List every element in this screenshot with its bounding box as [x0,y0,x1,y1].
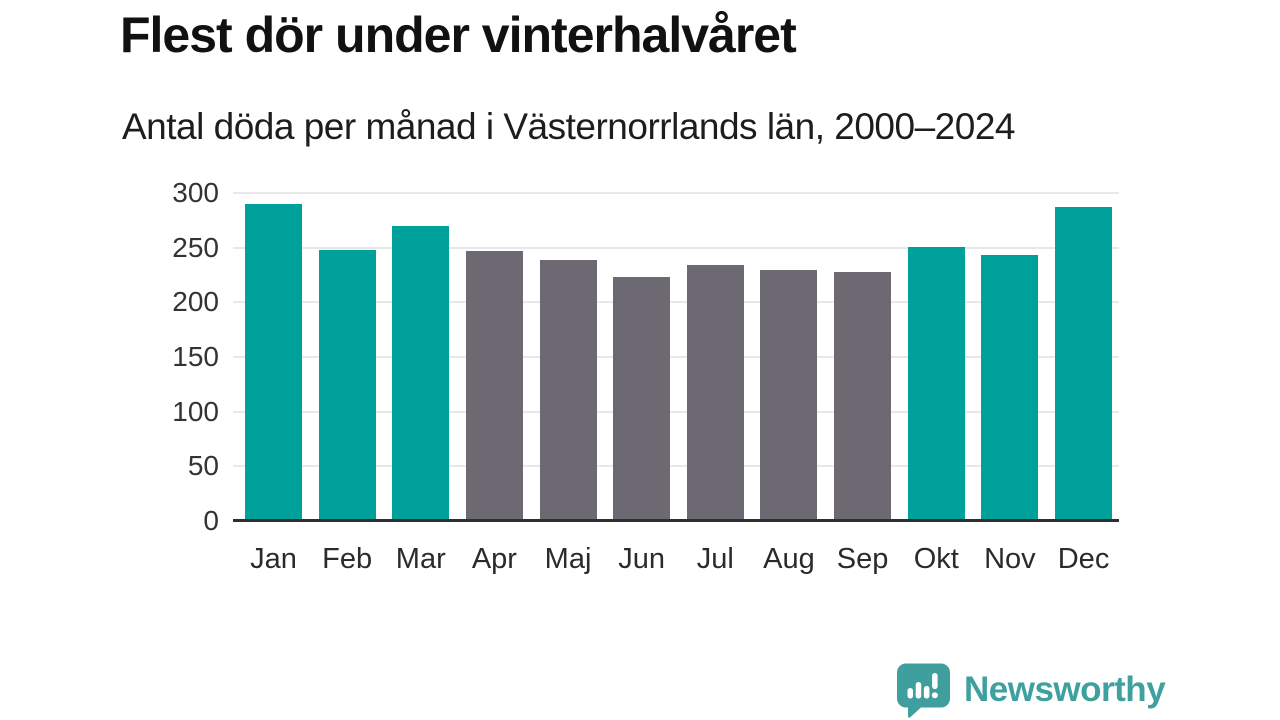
x-tick-label-feb: Feb [322,543,373,575]
x-tick-label-okt: Okt [913,543,959,575]
bar-apr [465,250,523,521]
bar-sep [834,271,892,521]
bar-jul [686,265,744,521]
x-tick-label-mar: Mar [395,543,446,575]
y-tick-label-0: 0 [203,505,219,536]
bar-jun [613,277,671,521]
x-tick-label-nov: Nov [984,543,1036,575]
gridline-100 [233,410,1119,413]
newsworthy-logo-icon [897,663,950,718]
y-tick-label-100: 100 [172,395,219,427]
x-tick-label-aug: Aug [763,543,815,575]
bar-okt [907,246,965,521]
bar-dec [1055,207,1113,521]
y-tick-label-150: 150 [172,341,219,372]
bar-nov [981,255,1039,521]
x-tick-label-apr: Apr [471,543,517,575]
x-axis-line [233,519,1119,522]
x-tick-label-dec: Dec [1057,543,1110,575]
chart-subtitle: Antal döda per månad i Västernorrlands l… [122,106,1015,147]
brand-footer: Newsworthy [895,662,1166,718]
x-tick-label-maj: Maj [544,543,592,575]
y-tick-label-250: 250 [172,231,219,263]
x-tick-label-jan: Jan [250,543,297,575]
bar-jan [245,203,302,521]
bar-aug [760,269,818,521]
x-tick-label-jul: Jul [696,543,734,575]
gridline-50 [233,465,1119,468]
x-tick-label-sep: Sep [836,543,889,575]
bar-feb [318,249,376,521]
x-tick-label-jun: Jun [618,543,666,575]
y-tick-label-50: 50 [187,450,219,482]
y-tick-label-200: 200 [172,286,219,318]
chart-title: Flest dör under vinterhalvåret [120,7,797,63]
bar-mar [392,225,450,521]
bar-maj [539,259,597,521]
bar-chart-plot-area: 0 50 100 150 200 250 300 Jan Feb Mar Apr Maj Jun Jul… [172,177,1119,575]
y-tick-label-300: 300 [172,177,219,208]
gridline-250 [233,246,1119,249]
gridline-200 [233,301,1119,304]
gridline-150 [233,356,1119,358]
brand-name: Newsworthy [964,670,1166,709]
gridline-300 [233,192,1119,194]
